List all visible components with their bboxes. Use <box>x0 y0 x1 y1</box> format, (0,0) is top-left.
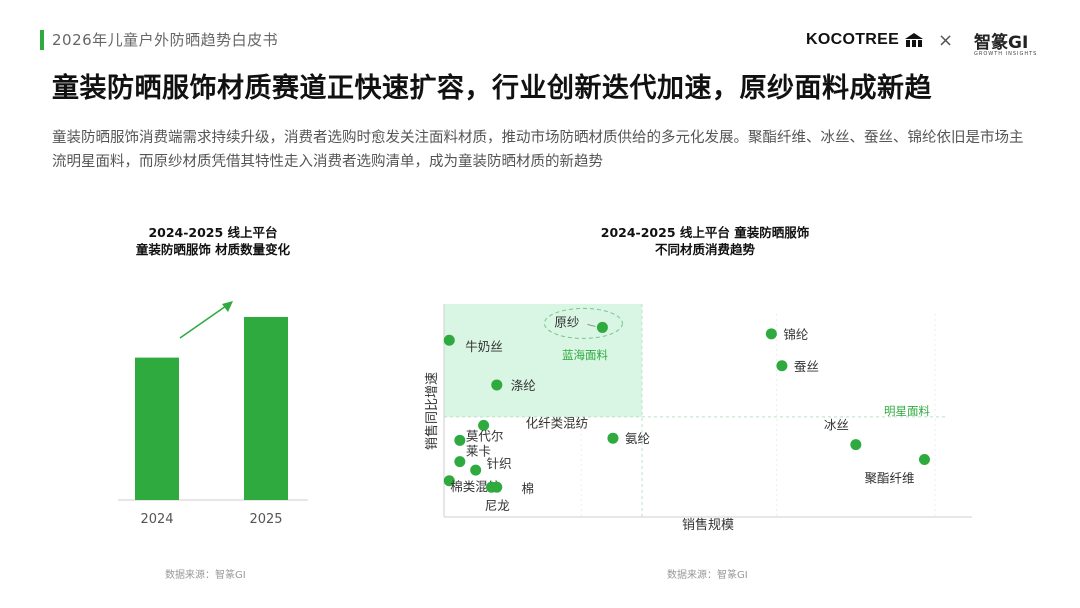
zhizhuan-gi-wordmark: 智篆GI <box>974 33 1029 53</box>
left-chart-title-line2: 童装防晒服饰 材质数量变化 <box>135 242 291 257</box>
point-莫代尔 <box>454 434 466 446</box>
title-accent-bar <box>40 30 44 50</box>
right-chart-source: 数据来源：智篆GI <box>667 570 748 581</box>
point-聚酯纤维 <box>918 453 930 465</box>
right-chart-title: 2024-2025 线上平台 童装防晒服饰 不同材质消费趋势 <box>560 224 850 258</box>
point-label-锦纶: 锦纶 <box>783 327 808 342</box>
zhizhuan-gi-logo: 智篆GI GROWTH INSIGHTS <box>974 28 1037 57</box>
kocotree-wordmark: KOCOTREE <box>806 31 900 48</box>
page-description: 童装防晒服饰消费端需求持续升级，消费者选购时愈发关注面料材质，推动市场防晒材质供… <box>52 130 1024 170</box>
bar-tick-2025: 2025 <box>249 512 282 527</box>
scatter-y-axis-label: 销售同比增速 <box>424 372 440 450</box>
point-label-冰丝: 冰丝 <box>824 418 849 433</box>
point-锦纶 <box>765 328 777 340</box>
point-label-棉: 棉 <box>522 481 535 496</box>
kocotree-icon <box>905 33 924 47</box>
left-chart-source: 数据来源：智篆GI <box>165 570 246 581</box>
point-涤纶 <box>491 379 503 391</box>
left-chart-title: 2024-2025 线上平台 童装防晒服饰 材质数量变化 <box>98 224 328 258</box>
point-冰丝 <box>850 439 862 451</box>
bar-tick-2024: 2024 <box>140 512 173 527</box>
brand-separator: × <box>938 29 954 51</box>
point-label-聚酯纤维: 聚酯纤维 <box>864 470 914 485</box>
scatter-x-axis-label: 销售规模 <box>682 517 734 533</box>
point-原纱 <box>596 321 608 333</box>
point-莱卡 <box>454 456 466 468</box>
blue-ocean-quadrant <box>444 304 642 417</box>
point-label-莫代尔: 莫代尔 <box>466 428 504 443</box>
point-label-针织: 针织 <box>487 456 512 471</box>
right-chart-title-line1: 2024-2025 线上平台 童装防晒服饰 <box>600 225 810 240</box>
point-针织 <box>470 464 482 476</box>
quadrant-label-star: 明星面料 <box>884 404 930 418</box>
point-尼龙 <box>491 481 503 493</box>
highlight-ring-原纱 <box>543 307 623 339</box>
point-label-化纤类混纺: 化纤类混纺 <box>526 415 589 430</box>
bar-2024 <box>135 357 179 500</box>
zhizhuan-gi-tagline: GROWTH INSIGHTS <box>974 51 1038 57</box>
point-label-涤纶: 涤纶 <box>511 378 536 393</box>
point-label-牛奶丝: 牛奶丝 <box>465 339 503 354</box>
page-headline: 童装防晒服饰材质赛道正快速扩容，行业创新迭代加速，原纱面料成新趋 <box>52 73 932 104</box>
quadrant-label-blue-ocean: 蓝海面料 <box>562 348 608 362</box>
right-chart-title-line2: 不同材质消费趋势 <box>654 242 755 257</box>
trend-arrow-head <box>222 301 233 312</box>
trend-arrow-line <box>179 305 227 339</box>
point-棉类混纺 <box>443 475 455 487</box>
leader-line-原纱 <box>587 324 596 327</box>
point-蚕丝 <box>776 360 788 372</box>
point-化纤类混纺 <box>478 419 490 431</box>
left-chart-title-line1: 2024-2025 线上平台 <box>148 225 278 240</box>
point-label-棉类混纺: 棉类混纺 <box>450 479 500 494</box>
kocotree-logo: KOCOTREE <box>806 28 925 52</box>
report-title: 2026年儿童户外防晒趋势白皮书 <box>52 31 279 49</box>
point-label-氨纶: 氨纶 <box>625 431 650 446</box>
point-棉 <box>486 481 498 493</box>
point-牛奶丝 <box>443 334 455 346</box>
bar-2025 <box>244 316 288 500</box>
point-label-原纱: 原纱 <box>554 314 579 329</box>
point-label-莱卡: 莱卡 <box>466 444 491 459</box>
point-label-尼龙: 尼龙 <box>485 498 510 513</box>
point-氨纶 <box>607 432 619 444</box>
point-label-蚕丝: 蚕丝 <box>794 359 819 374</box>
